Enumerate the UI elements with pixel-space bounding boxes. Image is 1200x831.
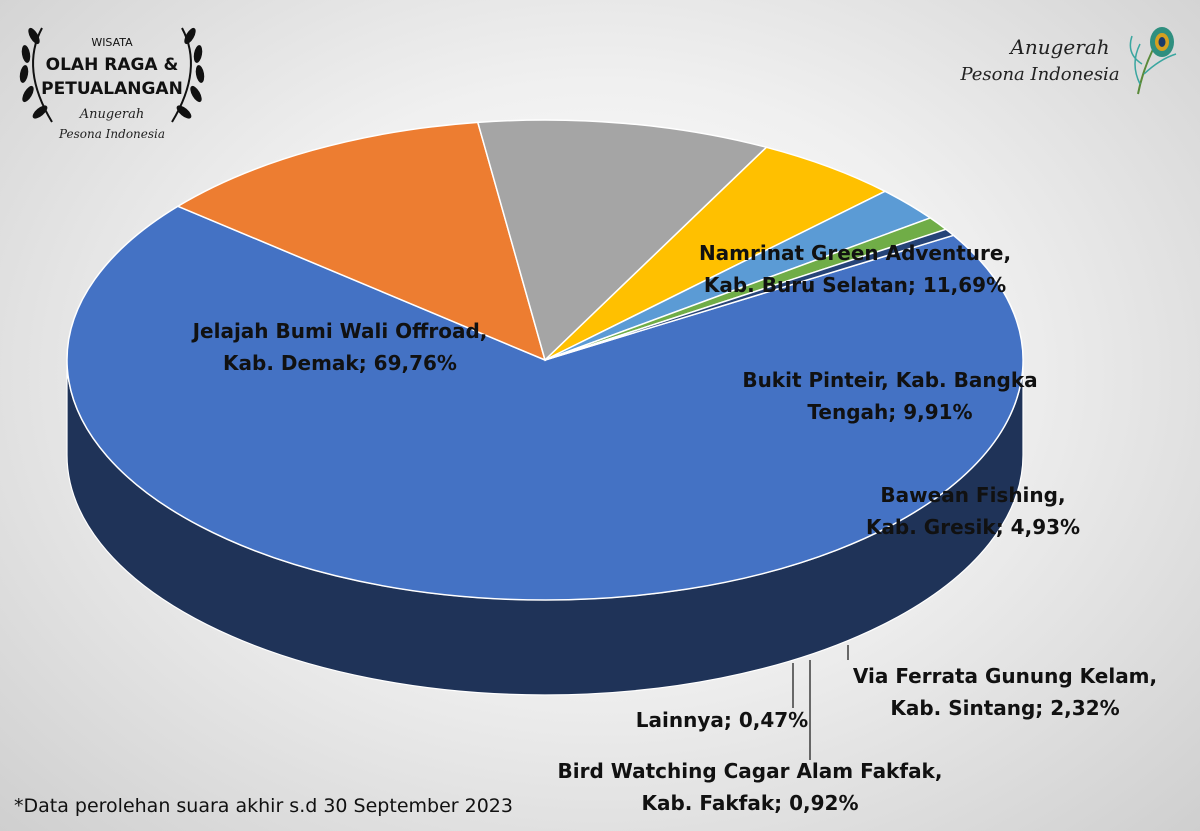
slice-label-5-line-1: Kab. Fakfak; 0,92% bbox=[641, 791, 858, 815]
slice-label-6: Lainnya; 0,47% bbox=[636, 708, 808, 732]
leader-lines bbox=[792, 645, 849, 760]
slice-label-4-line-0: Via Ferrata Gunung Kelam, bbox=[853, 664, 1157, 688]
slice-label-0-line-0: Jelajah Bumi Wali Offroad, bbox=[191, 319, 488, 343]
brand-line2: Pesona Indonesia bbox=[959, 64, 1119, 85]
slice-label-0-line-1: Kab. Demak; 69,76% bbox=[223, 351, 457, 375]
badge-line1: WISATA bbox=[91, 36, 133, 49]
badge-line3: PETUALANGAN bbox=[41, 79, 183, 99]
pie-slice-2 bbox=[476, 119, 768, 362]
laurel-right-icon bbox=[171, 27, 205, 123]
brand-line1: Anugerah bbox=[1008, 35, 1109, 59]
slice-label-1-line-0: Namrinat Green Adventure, bbox=[699, 241, 1011, 265]
slice-label-6-line-0: Lainnya; 0,47% bbox=[636, 708, 808, 732]
slice-label-4-line-1: Kab. Sintang; 2,32% bbox=[890, 696, 1119, 720]
pie-slice-3 bbox=[544, 146, 887, 361]
badge-line2: OLAH RAGA & bbox=[46, 55, 179, 75]
slice-label-5-line-0: Bird Watching Cagar Alam Fakfak, bbox=[558, 759, 943, 783]
laurel-left-icon bbox=[19, 27, 53, 123]
slice-label-5: Bird Watching Cagar Alam Fakfak, Kab. Fak… bbox=[558, 759, 943, 815]
badge-line5: Pesona Indonesia bbox=[58, 127, 165, 141]
slice-label-4: Via Ferrata Gunung Kelam, Kab. Sintang; 2… bbox=[853, 664, 1157, 720]
anugerah-pesona-indonesia-logo: Anugerah Pesona Indonesia bbox=[959, 27, 1177, 95]
pie-slice-1 bbox=[176, 121, 547, 362]
slice-label-3: Bawean Fishing, Kab. Gresik; 4,93% bbox=[866, 483, 1080, 539]
pie-slice-0 bbox=[66, 205, 1024, 601]
slice-labels: Jelajah Bumi Wali Offroad, Kab. Demak; 69… bbox=[191, 241, 1158, 815]
peacock-feather-icon bbox=[1129, 27, 1177, 95]
slice-label-3-line-0: Bawean Fishing, bbox=[880, 483, 1065, 507]
badge-line4: Anugerah bbox=[79, 107, 145, 122]
footnote: *Data perolehan suara akhir s.d 30 Septe… bbox=[14, 795, 513, 817]
slice-label-3-line-1: Kab. Gresik; 4,93% bbox=[866, 515, 1080, 539]
slice-label-1-line-1: Kab. Buru Selatan; 11,69% bbox=[704, 273, 1006, 297]
pie-tops bbox=[66, 119, 1024, 601]
award-badge-logo: WISATA OLAH RAGA & PETUALANGAN Anugerah … bbox=[19, 27, 205, 141]
slice-label-2: Bukit Pinteir, Kab. Bangka Tengah; 9,91% bbox=[742, 368, 1037, 424]
slice-label-2-line-1: Tengah; 9,91% bbox=[807, 400, 972, 424]
slice-label-1: Namrinat Green Adventure, Kab. Buru Selat… bbox=[699, 241, 1011, 297]
slice-label-0: Jelajah Bumi Wali Offroad, Kab. Demak; 69… bbox=[191, 319, 488, 375]
pie-slice-6 bbox=[544, 228, 955, 361]
slice-label-2-line-0: Bukit Pinteir, Kab. Bangka bbox=[742, 368, 1037, 392]
